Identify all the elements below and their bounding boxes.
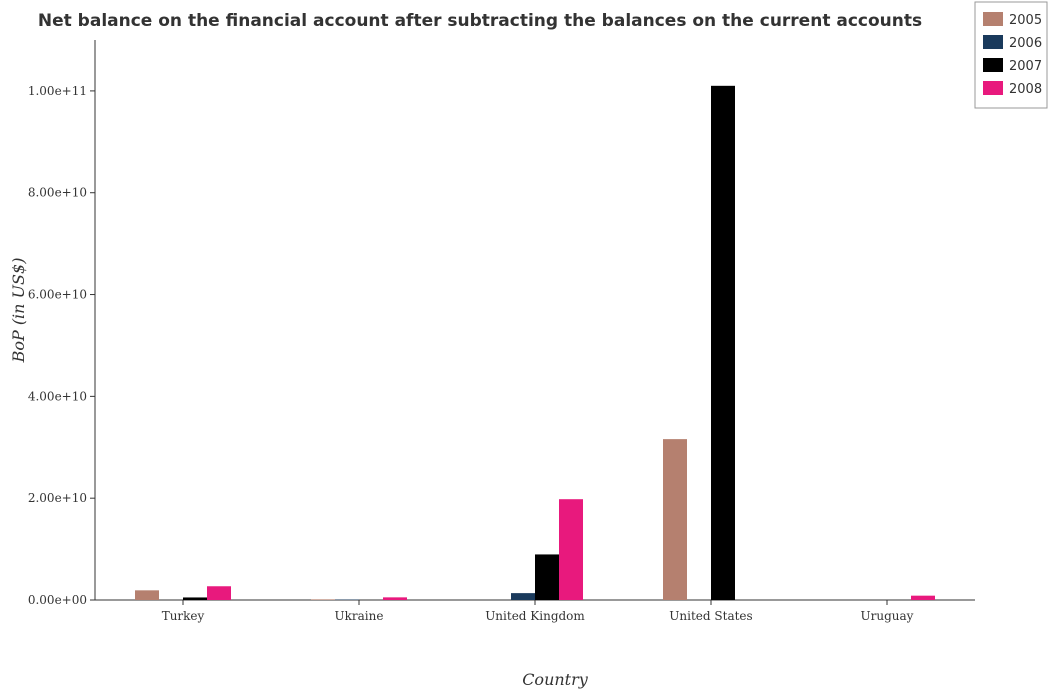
y-tick-label: 1.00e+11 — [28, 84, 87, 98]
bar-2005-united-states — [663, 439, 687, 600]
bar-2008-uruguay — [911, 595, 935, 600]
y-tick-label: 4.00e+10 — [28, 389, 87, 403]
x-tick-label: Ukraine — [335, 609, 384, 623]
legend-label-2006: 2006 — [1009, 36, 1042, 51]
legend-label-2005: 2005 — [1009, 13, 1042, 28]
legend-label-2007: 2007 — [1009, 59, 1042, 74]
bar-2006-ukraine — [335, 599, 359, 601]
x-tick-label: United States — [669, 609, 752, 623]
bar-2007-united-kingdom — [535, 554, 559, 600]
y-tick-label: 2.00e+10 — [28, 491, 87, 505]
y-tick-label: 8.00e+10 — [28, 186, 87, 200]
x-axis-label: Country — [522, 670, 589, 689]
bar-2008-turkey — [207, 586, 231, 600]
bar-2005-ukraine — [311, 599, 335, 600]
legend-swatch-2005 — [983, 12, 1003, 26]
y-axis-label: BoP (in US$) — [9, 258, 28, 364]
legend: 2005 2006 2007 2008 — [974, 1, 1048, 109]
bar-2005-turkey — [135, 590, 159, 600]
x-tick-label: Turkey — [162, 609, 205, 623]
legend-swatch-2006 — [983, 35, 1003, 49]
bar-2007-united-states — [711, 85, 735, 601]
chart-title: Net balance on the financial account aft… — [38, 11, 922, 31]
bar-2006-united-kingdom — [511, 593, 535, 600]
plot-area: 0.00e+00 2.00e+10 4.00e+10 6.00e+10 8.00e+10… — [28, 40, 975, 623]
bar-2008-ukraine — [383, 597, 407, 600]
legend-label-2008: 2008 — [1009, 82, 1042, 97]
bar-2008-united-kingdom — [559, 499, 583, 600]
y-tick-label: 0.00e+00 — [28, 593, 87, 607]
x-tick-label: Uruguay — [861, 609, 914, 623]
bar-2007-turkey — [183, 597, 207, 600]
x-tick-label: United Kingdom — [485, 609, 585, 623]
legend-swatch-2008 — [983, 81, 1003, 95]
legend-swatch-2007 — [983, 58, 1003, 72]
y-tick-label: 6.00e+10 — [28, 288, 87, 302]
